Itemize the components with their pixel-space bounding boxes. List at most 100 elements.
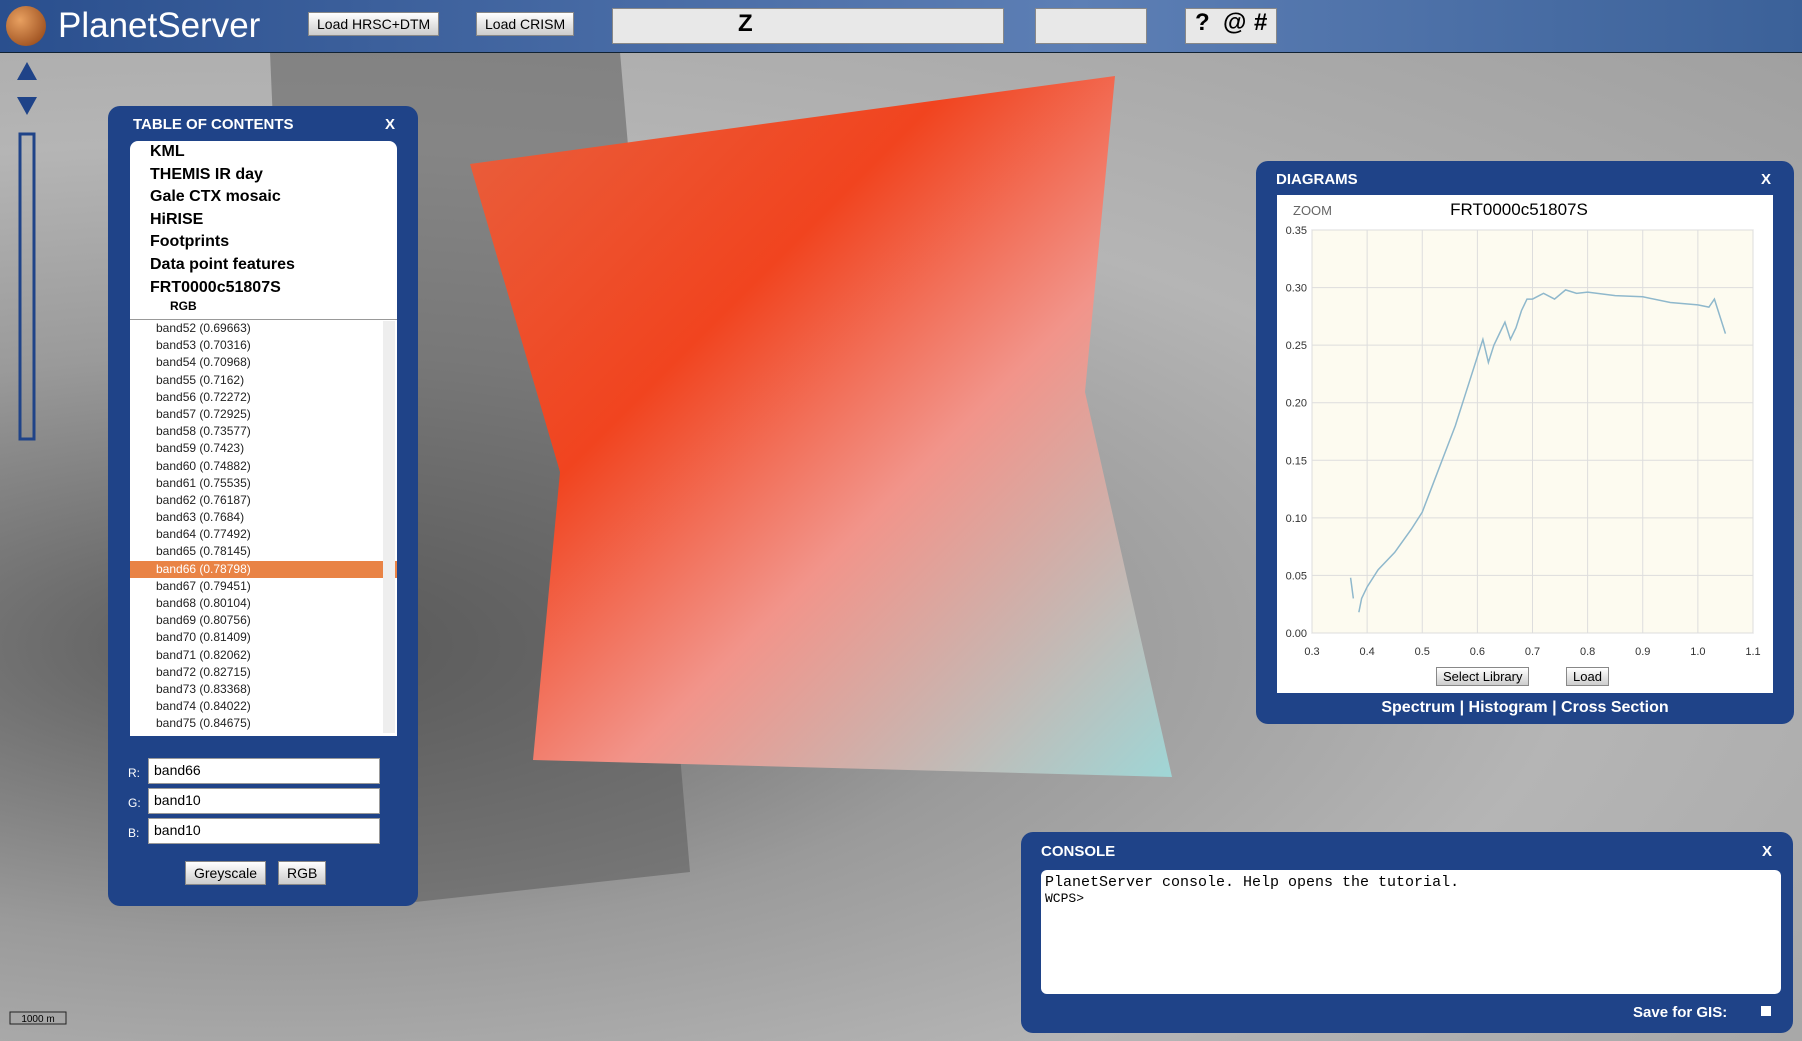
input[interactable]: band66 (148, 758, 380, 784)
band[interactable]: band64 (0.77492) (156, 527, 251, 542)
console-line: WCPS> (1045, 891, 1085, 906)
band[interactable]: band67 (0.79451) (156, 578, 251, 593)
x-tick-label: 1.1 (1745, 646, 1760, 658)
x-tick-label: 0.4 (1359, 646, 1374, 658)
header: PlanetServer Load HRSC+DTM Load CRISM Z … (0, 0, 1802, 53)
band[interactable]: band56 (0.72272) (156, 389, 251, 404)
logo-icon (6, 6, 46, 46)
console-output[interactable]: PlanetServer console. Help opens the tut… (1041, 870, 1781, 994)
y-tick-label: 0.20 (1286, 398, 1307, 410)
panel-title: DIAGRAMS (1276, 171, 1358, 188)
layer[interactable]: HiRISE (150, 210, 204, 228)
y-tick-label: 0.05 (1286, 570, 1307, 582)
panel-title: CONSOLE (1041, 843, 1116, 860)
band[interactable]: band59 (0.7423) (156, 441, 245, 456)
y-tick-label: 0.30 (1286, 283, 1307, 295)
close[interactable]: X (385, 116, 396, 133)
band-list: band52 (0.69663) band53 (0.70316) band54 (… (130, 319, 397, 736)
pan-control[interactable] (17, 62, 37, 80)
tab[interactable]: Histogram (1468, 699, 1548, 716)
layer[interactable]: Data point features (150, 255, 295, 273)
input[interactable]: band10 (148, 818, 380, 844)
close[interactable]: X (1761, 171, 1772, 188)
tool[interactable]: @ (1223, 9, 1247, 36)
x-tick-label: 1.0 (1690, 646, 1705, 658)
diagrams-panel: DIAGRAMS X ZOOM FRT0000c51807S 0.00 0.05 0… (1256, 161, 1794, 724)
y-tick-label: 0.35 (1286, 225, 1307, 237)
layer[interactable]: THEMIS IR day (150, 165, 263, 183)
band[interactable]: band60 (0.74882) (156, 458, 251, 473)
band[interactable]: band53 (0.70316) (156, 338, 251, 353)
layer[interactable]: KML (150, 143, 185, 160)
band[interactable]: band55 (0.7162) (156, 372, 245, 387)
panel-title: TABLE OF CONTENTS (133, 116, 294, 133)
y-tick-label: 0.15 (1286, 455, 1307, 467)
save-label: Save for GIS: (1633, 1004, 1728, 1021)
x-tick-label: 0.9 (1635, 646, 1650, 658)
checkbox[interactable] (1761, 1006, 1771, 1016)
logo: PlanetServer (58, 6, 261, 45)
select[interactable]: Select Library (1436, 667, 1530, 686)
zoom-slider[interactable] (18, 132, 36, 441)
x-tick-label: 0.3 (1304, 646, 1319, 658)
band[interactable]: band57 (0.72925) (156, 406, 251, 421)
input-label: G: (128, 796, 141, 810)
spectrum-line (1349, 289, 1727, 613)
scale-label: 1000 m (21, 1014, 54, 1025)
x-tick-label: 0.5 (1415, 646, 1430, 658)
y-tick-label: 0.25 (1286, 340, 1307, 352)
band[interactable]: band74 (0.84022) (156, 699, 251, 714)
crism-image[interactable] (470, 76, 1172, 777)
band[interactable]: band65 (0.78145) (156, 544, 251, 559)
band[interactable]: band75 (0.84675) (156, 716, 251, 731)
sublayer[interactable]: RGB (170, 299, 197, 314)
band[interactable]: band69 (0.80756) (156, 613, 251, 628)
console-panel: CONSOLE X PlanetServer console. Help ope… (1021, 832, 1793, 1033)
close[interactable]: X (1762, 843, 1773, 860)
scrollbar[interactable] (383, 321, 395, 733)
chart-title: FRT0000c51807S (1450, 200, 1588, 219)
band[interactable]: band72 (0.82715) (156, 664, 251, 679)
input-label: B: (128, 826, 140, 840)
console-line: PlanetServer console. Help opens the tut… (1045, 874, 1460, 891)
band[interactable]: band71 (0.82062) (156, 647, 251, 662)
x-tick-label: 0.8 (1580, 646, 1595, 658)
x-tick-label: 0.6 (1470, 646, 1485, 658)
band[interactable]: band73 (0.83368) (156, 681, 251, 696)
tool[interactable]: Z (738, 10, 753, 37)
x-tick-label: 0.7 (1525, 646, 1540, 658)
band[interactable]: band70 (0.81409) (156, 630, 251, 645)
band[interactable]: band54 (0.70968) (156, 355, 251, 370)
band[interactable]: band63 (0.7684) (156, 510, 245, 525)
button[interactable]: Load HRSC+DTM (308, 12, 440, 36)
y-tick-label: 0.00 (1286, 628, 1307, 640)
pan-control[interactable] (17, 97, 37, 115)
toolbar (1035, 8, 1147, 44)
band[interactable]: band66 (0.78798) (130, 560, 397, 578)
tabs: Spectrum | Histogram | Cross Section (1381, 699, 1669, 716)
zoom-label[interactable]: ZOOM (1293, 203, 1332, 218)
button[interactable]: Load CRISM (476, 12, 575, 36)
toolbar (1185, 8, 1277, 44)
band[interactable]: band52 (0.69663) (156, 321, 251, 335)
layer[interactable]: Footprints (150, 233, 230, 251)
scale-bar (9, 1011, 67, 1025)
button[interactable]: RGB (278, 861, 327, 885)
tool[interactable]: ? (1195, 9, 1210, 36)
tab[interactable]: Cross Section (1561, 699, 1669, 716)
band[interactable]: band68 (0.80104) (156, 596, 251, 610)
toc-panel: TABLE OF CONTENTS X KML THEMIS IR day Gale… (108, 106, 418, 906)
layer[interactable]: FRT0000c51807S (150, 278, 281, 296)
layer[interactable]: Gale CTX mosaic (150, 188, 281, 206)
band[interactable]: band58 (0.73577) (156, 424, 251, 439)
button[interactable]: Greyscale (185, 861, 267, 885)
y-tick-label: 0.10 (1286, 513, 1307, 525)
tab[interactable]: Spectrum (1381, 699, 1456, 716)
chart: ZOOM FRT0000c51807S 0.00 0.05 0.10 0.15 0.20… (1277, 195, 1773, 693)
button[interactable]: Load (1566, 667, 1609, 686)
band[interactable]: band61 (0.75535) (156, 475, 251, 490)
input[interactable]: band10 (148, 788, 380, 814)
band[interactable]: band62 (0.76187) (156, 492, 251, 507)
tool[interactable]: # (1254, 9, 1268, 36)
